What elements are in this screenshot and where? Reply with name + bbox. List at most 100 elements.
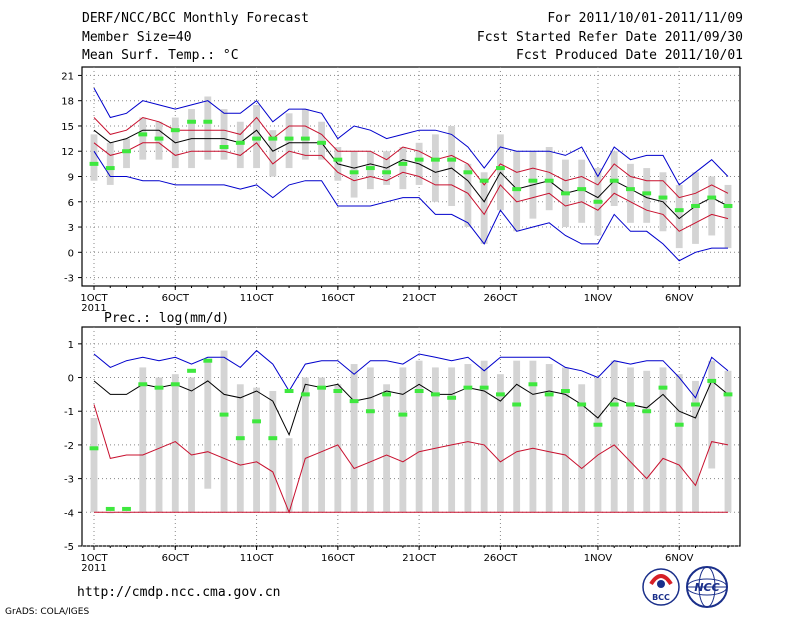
temp-median-marker — [154, 136, 164, 141]
temp-range-bar — [464, 163, 472, 228]
temp-median-marker — [300, 136, 310, 141]
prec-range-bar — [627, 367, 634, 513]
prec-range-bar — [106, 512, 114, 514]
temp-ensemble-max-line — [93, 87, 729, 186]
temp-range-bar — [708, 176, 716, 236]
prec-median-marker — [170, 382, 180, 387]
prec-range-bar — [464, 364, 472, 513]
temp-median-marker — [203, 119, 213, 124]
prec-range-bar — [383, 384, 391, 513]
temp-median-marker — [333, 157, 343, 162]
prec-median-marker — [609, 402, 619, 407]
temp-range-bar — [269, 130, 277, 177]
temp-ytick-label: 18 — [61, 97, 74, 108]
prec-median-marker — [300, 392, 310, 397]
temp-median-marker — [89, 161, 99, 166]
source-url: http://cmdp.ncc.cma.gov.cn — [77, 585, 281, 600]
forecast-period: For 2011/10/01-2011/11/09 — [547, 11, 743, 26]
ncc-logo: NCC — [686, 566, 728, 608]
temp-range-bar — [106, 142, 114, 185]
temp-median-marker — [235, 140, 245, 145]
prec-median-marker — [187, 368, 196, 373]
temp-range-bar — [643, 168, 651, 223]
prec-median-marker — [544, 392, 554, 397]
prec-range-bar — [269, 391, 277, 513]
prec-median-marker — [561, 389, 570, 394]
prec-median-marker — [479, 385, 489, 390]
prec-median-marker — [593, 422, 603, 427]
temp-range-bar — [220, 109, 228, 160]
prec-median-marker — [691, 402, 700, 407]
temp-ytick-label: 6 — [68, 198, 74, 209]
temp-median-marker — [365, 166, 375, 171]
temp-range-bar — [139, 117, 147, 160]
temp-median-marker — [593, 199, 603, 204]
prec-range-bar — [610, 360, 618, 513]
prec-ytick-label: -3 — [64, 475, 74, 486]
temp-median-marker — [187, 119, 196, 124]
bcc-logo-text: BCC — [652, 593, 670, 602]
temp-range-bar — [204, 96, 212, 160]
temp-range-bar — [610, 151, 618, 206]
prec-range-bar — [448, 367, 456, 513]
prec-range-bar — [236, 384, 244, 513]
temp-median-marker — [317, 140, 327, 145]
prec-range-bar — [90, 417, 98, 513]
prec-range-bar — [480, 360, 488, 513]
prec-ytick-label: -2 — [64, 441, 74, 452]
prec-ytick-label: -5 — [64, 542, 74, 553]
prec-median-marker — [658, 385, 668, 390]
prec-xtick-label: 21OCT — [402, 553, 437, 564]
temp-ytick-label: 12 — [61, 147, 74, 158]
prec-median-marker — [333, 389, 343, 394]
precip-title: Prec.: log(mm/d) — [104, 311, 229, 326]
prec-std-low-line — [93, 404, 729, 514]
prec-range-bar — [350, 364, 358, 513]
prec-range-bar — [562, 367, 569, 513]
temp-range-bar — [627, 163, 634, 223]
prec-range-bar — [285, 438, 293, 513]
prec-median-marker — [495, 392, 505, 397]
ncc-logo-text: NCC — [694, 581, 719, 594]
prec-range-bar — [366, 367, 374, 513]
prec-range-bar — [188, 377, 195, 513]
temp-xtick-label: 16OCT — [321, 293, 356, 304]
prec-median-marker — [414, 389, 424, 394]
temp-range-bar — [675, 184, 683, 249]
prec-ytick-label: 0 — [68, 374, 74, 385]
temp-median-marker — [658, 195, 668, 200]
temp-xtick-label: 6OCT — [162, 293, 190, 304]
bcc-logo: BCC — [642, 568, 680, 606]
temp-xtick-year: 2011 — [81, 303, 106, 314]
temp-median-marker — [284, 136, 294, 141]
prec-range-bar — [155, 377, 163, 513]
prec-ytick-label: 1 — [68, 340, 74, 351]
prec-median-marker — [642, 409, 652, 414]
prec-range-bar — [529, 360, 537, 513]
temp-median-marker — [561, 191, 570, 196]
prec-range-bar — [123, 512, 130, 514]
temp-ytick-label: 3 — [68, 223, 74, 234]
prec-range-bar — [171, 374, 179, 513]
refer-date: Fcst Started Refer Date 2011/09/30 — [476, 30, 743, 45]
temp-range-bar — [513, 151, 521, 232]
temp-median-marker — [642, 191, 652, 196]
temp-median-marker — [138, 132, 148, 137]
prec-median-marker — [707, 378, 717, 383]
prec-ensemble-max-line — [93, 349, 729, 399]
temp-median-marker — [463, 170, 473, 175]
temp-ensemble-min-line — [93, 150, 728, 262]
prec-range-bar — [139, 367, 147, 513]
prec-median-marker — [105, 506, 115, 511]
temp-median-marker — [609, 178, 619, 183]
prec-range-bar — [692, 380, 699, 513]
temp-range-bar — [431, 134, 439, 202]
prec-median-marker — [528, 382, 538, 387]
temp-median-marker — [398, 161, 408, 166]
temp-median-marker — [349, 170, 359, 175]
prec-range-bar — [513, 360, 521, 513]
prec-median-marker — [349, 399, 359, 404]
temp-range-bar — [448, 125, 456, 206]
